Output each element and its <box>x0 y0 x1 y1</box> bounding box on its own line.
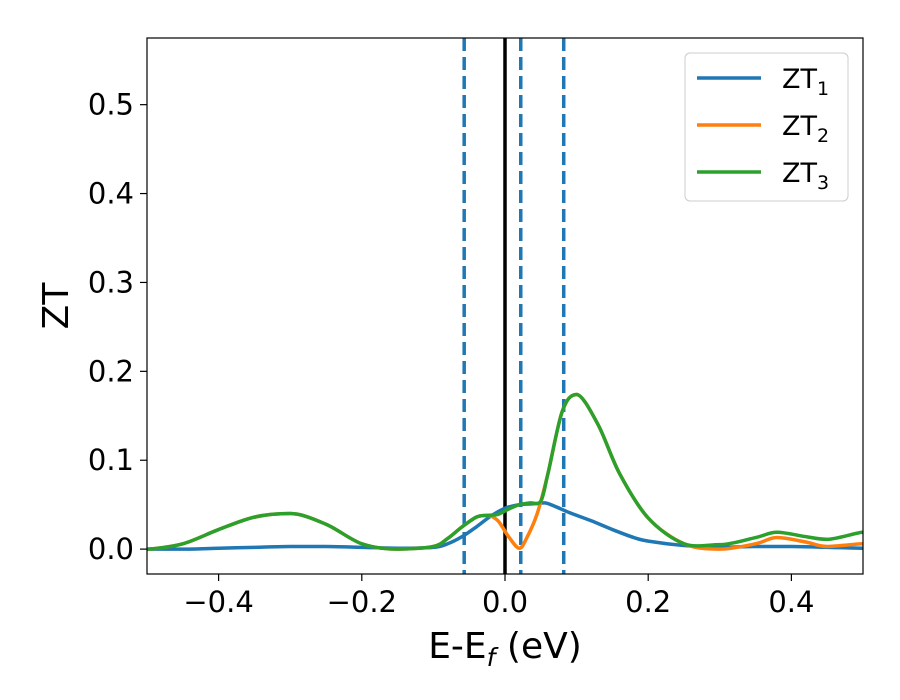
y-tick-label: 0.2 <box>88 354 134 388</box>
y-axis-ticks: 0.0 0.1 0.2 0.3 0.4 0.5 <box>88 88 147 566</box>
x-tick-label: 0.0 <box>482 585 528 619</box>
x-axis-ticks: −0.4 −0.2 0.0 0.2 0.4 <box>183 574 814 619</box>
x-tick-label: −0.4 <box>183 585 253 619</box>
y-axis-label: ZT <box>36 282 77 330</box>
legend-box <box>684 52 849 202</box>
x-axis-label-unit: (eV) <box>495 626 581 667</box>
legend-items: ZT1 ZT2 ZT3 <box>697 64 829 194</box>
x-axis-label: E-Ef (eV) <box>428 626 582 672</box>
x-tick-label: −0.2 <box>327 585 397 619</box>
series-line-zt3 <box>147 392 863 551</box>
x-axis-label-main: E-E <box>428 626 486 667</box>
legend-label-zt3: ZT3 <box>782 158 829 194</box>
legend-label-zt2: ZT2 <box>782 111 829 147</box>
vertical-reference-lines <box>462 38 566 574</box>
legend: ZT1 ZT2 ZT3 <box>684 52 849 202</box>
x-tick-label: 0.4 <box>768 585 814 619</box>
y-tick-label: 0.0 <box>88 532 134 566</box>
y-tick-label: 0.4 <box>88 177 134 211</box>
y-tick-label: 0.1 <box>88 443 134 477</box>
y-tick-label: 0.5 <box>88 88 134 122</box>
y-tick-label: 0.3 <box>88 265 134 299</box>
series-layer <box>147 392 863 551</box>
legend-label-zt1: ZT1 <box>782 64 829 100</box>
x-tick-label: 0.2 <box>625 585 671 619</box>
